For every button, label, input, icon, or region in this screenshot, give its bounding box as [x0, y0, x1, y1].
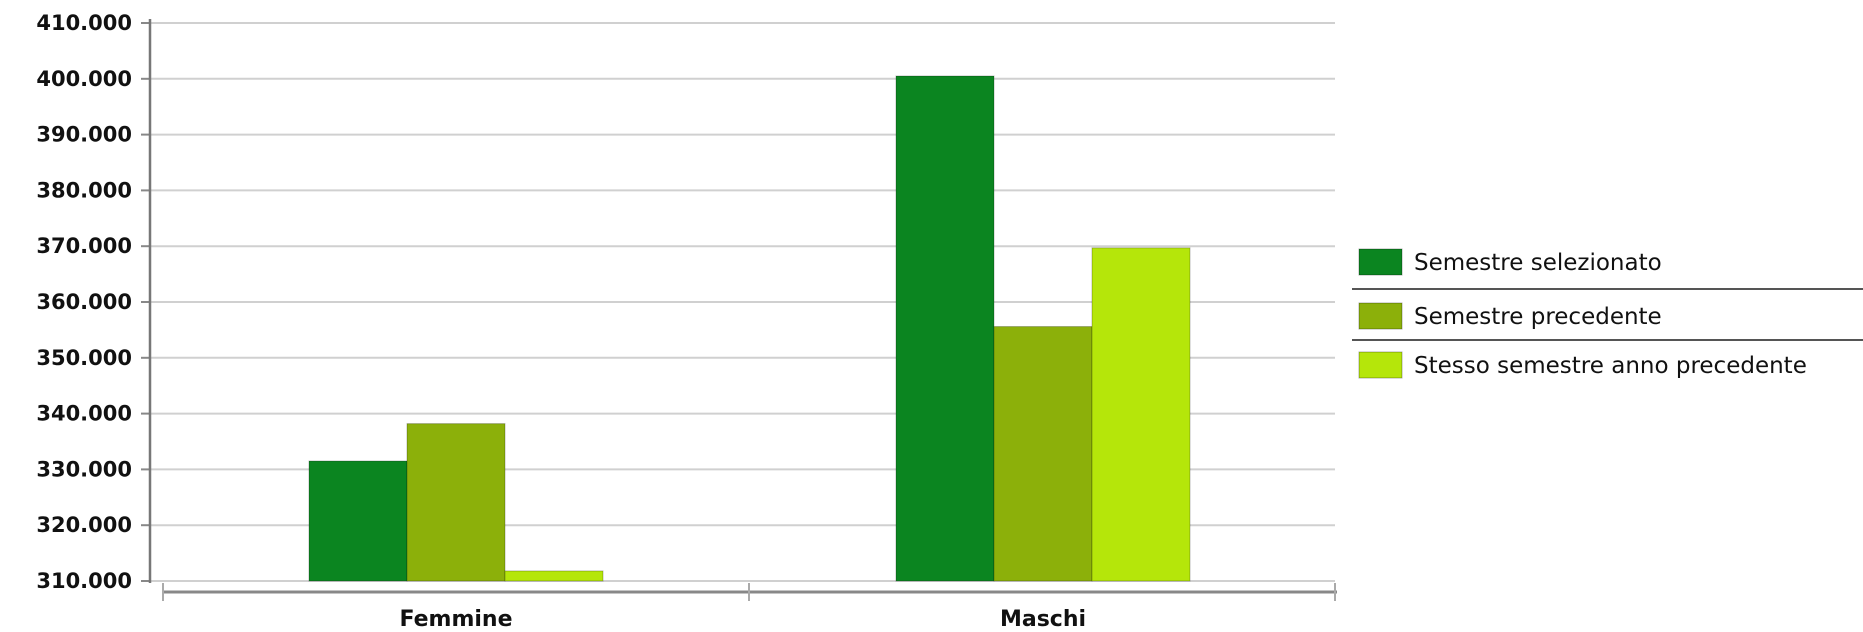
bar-femmine-series-1 — [308, 460, 408, 582]
y-tick-label: 350.000 — [36, 346, 132, 370]
y-tick-label: 340.000 — [36, 402, 132, 426]
y-tick-label: 360.000 — [36, 290, 132, 314]
legend-swatch — [1358, 302, 1403, 330]
bar-maschi-series-3 — [1091, 247, 1191, 582]
axis-labels: 310.000 320.000 330.000 340.000 350.000 360.0… — [36, 11, 1086, 632]
legend-swatch — [1358, 248, 1403, 276]
y-tick-label: 330.000 — [36, 457, 132, 481]
axes — [141, 19, 1337, 601]
y-tick-label: 380.000 — [36, 178, 132, 202]
y-tick-label: 310.000 — [36, 569, 132, 593]
bars — [308, 75, 1191, 582]
y-tick-label: 370.000 — [36, 234, 132, 258]
legend-label: Semestre precedente — [1414, 304, 1662, 330]
y-tick-label: 320.000 — [36, 513, 132, 537]
legend-label: Stesso semestre anno precedente — [1414, 353, 1807, 379]
legend-label: Semestre selezionato — [1414, 250, 1662, 276]
bar-femmine-series-2 — [406, 423, 506, 582]
y-tick-label: 410.000 — [36, 11, 132, 35]
x-tick-label: Femmine — [399, 607, 512, 632]
bar-maschi-series-1 — [895, 75, 995, 582]
bar-maschi-series-2 — [993, 326, 1093, 582]
bar-femmine-series-3 — [504, 570, 604, 582]
x-tick-label: Maschi — [1000, 607, 1086, 632]
y-tick-label: 390.000 — [36, 123, 132, 147]
y-tick-label: 400.000 — [36, 67, 132, 91]
legend-swatch — [1358, 351, 1403, 379]
legend: Semestre selezionato Semestre precedente S… — [1352, 248, 1863, 379]
